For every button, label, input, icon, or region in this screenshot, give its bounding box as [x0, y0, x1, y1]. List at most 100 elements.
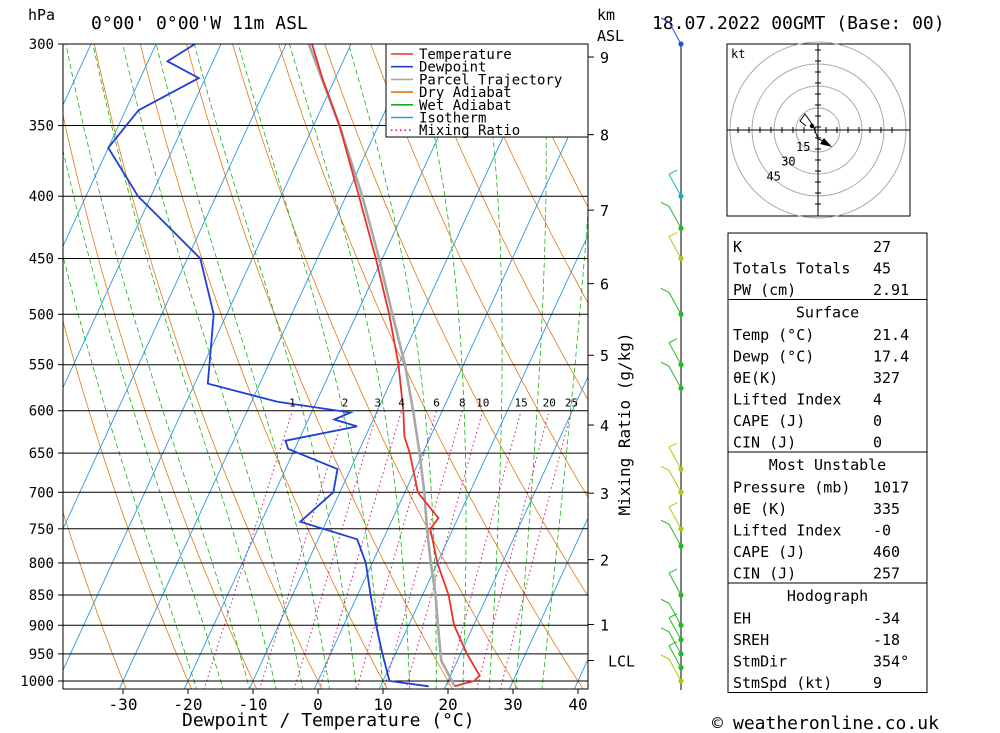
wind-barb	[668, 338, 682, 365]
height-label: 2	[600, 552, 609, 570]
wind-level-dot	[678, 526, 684, 532]
wind-level-dot	[678, 622, 684, 628]
indices-value: 27	[873, 238, 891, 256]
mixing-ratio-label: 3	[374, 397, 381, 410]
legend-label: Dry Adiabat	[419, 85, 512, 101]
temperature-tick-label: -20	[174, 695, 203, 714]
height-label: 1	[600, 617, 609, 635]
isotherm	[63, 44, 222, 389]
wet-adiabat	[237, 44, 384, 689]
pressure-axis: 300 350 400 450 500 550 600 650 700 750 800 850 900 9…	[20, 37, 63, 690]
indices-value: 45	[873, 260, 891, 278]
temperature-axis: -30 -20 -10 0 10 20 30 40	[109, 689, 588, 714]
height-label: 8	[600, 127, 609, 145]
hodograph-table-title: Hodograph	[787, 587, 868, 605]
surface-title: Surface	[796, 304, 859, 322]
wet-adiabat	[413, 44, 467, 689]
wind-level-dot	[678, 592, 684, 598]
isotherm	[508, 516, 588, 689]
wind-barb	[660, 201, 682, 229]
dry-adiabat	[990, 8, 1000, 707]
hodograph-table-label: EH	[733, 610, 751, 628]
x-axis-title: Dewpoint / Temperature (°C)	[182, 710, 475, 731]
wind-barb	[660, 465, 682, 493]
most-unstable-label: CAPE (J)	[733, 543, 805, 561]
pressure-label: 950	[29, 647, 54, 663]
hpa-unit-label: hPa	[28, 6, 55, 24]
wind-barb	[668, 568, 682, 596]
wind-barb	[668, 613, 682, 640]
legend-label: Temperature	[419, 47, 512, 63]
pressure-label: 600	[29, 404, 54, 420]
isotherm	[63, 44, 287, 530]
mixing-ratio-line	[293, 410, 379, 689]
wind-barb	[660, 627, 682, 655]
mixing-ratio-label: 15	[514, 397, 527, 410]
asl-unit-label: ASL	[597, 27, 624, 45]
mixing-ratio-label: 10	[476, 397, 489, 410]
surface-label: Lifted Index	[733, 391, 841, 409]
hodograph-table-label: SREH	[733, 631, 769, 649]
dry-adiabat	[63, 510, 127, 689]
wet-adiabat-lines	[63, 44, 588, 689]
dewpoint-line	[107, 44, 429, 688]
mixing-ratio-label: 4	[398, 397, 405, 410]
most-unstable-label: Pressure (mb)	[733, 479, 850, 497]
pressure-label: 400	[29, 189, 54, 205]
dry-adiabat	[324, 44, 588, 597]
lcl-label: LCL	[608, 653, 635, 671]
wet-adiabat	[65, 44, 250, 689]
most-unstable-label: Lifted Index	[733, 522, 841, 540]
wet-adiabat	[288, 44, 411, 689]
hodograph-ring-label: 30	[781, 155, 795, 169]
isotherm	[63, 44, 157, 248]
hodograph-table-value: -34	[873, 610, 900, 628]
pressure-label: 500	[29, 307, 54, 323]
legend-label: Dewpoint	[419, 60, 486, 76]
mixing-ratio-label: 25	[565, 397, 578, 410]
wind-barb	[660, 361, 682, 389]
legend-label: Isotherm	[419, 111, 486, 127]
surface-value: 17.4	[873, 348, 909, 366]
pressure-label: 800	[29, 556, 54, 572]
mixing-ratio-label: 20	[543, 397, 556, 410]
indices-tables: K 27 Totals Totals 45 PW (cm) 2.91 Surface Temp…	[727, 232, 928, 693]
mixing-ratio-line	[499, 410, 572, 689]
wind-level-dot	[678, 651, 684, 657]
wet-adiabat	[155, 44, 330, 689]
hodograph-table-label: StmSpd (kt)	[733, 674, 832, 692]
dry-adiabat	[185, 44, 454, 689]
pressure-label: 900	[29, 618, 54, 634]
most-unstable-value: 460	[873, 543, 900, 561]
wind-barb	[660, 287, 682, 315]
pressure-label: 550	[29, 358, 54, 374]
surface-value: 4	[873, 391, 882, 409]
surface-label: CIN (J)	[733, 434, 796, 452]
temperature-tick-label: 40	[568, 695, 587, 714]
copyright-symbol: ©	[712, 713, 723, 733]
surface-value: 327	[873, 369, 900, 387]
wind-barb	[660, 17, 682, 45]
site-credit: weatheronline.co.uk	[733, 713, 939, 733]
pressure-label: 350	[29, 119, 54, 135]
most-unstable-value: 1017	[873, 479, 909, 497]
parcel-trajectory-line	[307, 44, 456, 687]
hodograph-mean-wind-dot	[809, 123, 815, 129]
mixing-ratio-label: 2	[342, 397, 349, 410]
wind-level-dot	[678, 665, 684, 671]
wet-adiabat	[541, 207, 588, 689]
temperature-tick-label: -10	[239, 695, 268, 714]
pressure-label: 750	[29, 522, 54, 538]
most-unstable-label: CIN (J)	[733, 565, 796, 583]
most-unstable-label: θE (K)	[733, 500, 787, 518]
wind-barb	[668, 502, 682, 530]
pressure-label: 650	[29, 446, 54, 462]
temperature-tick-label: 30	[503, 695, 522, 714]
dry-adiabat	[63, 113, 258, 689]
hodograph-table-box	[727, 582, 928, 693]
pressure-label: 850	[29, 588, 54, 604]
most-unstable-title: Most Unstable	[769, 456, 886, 474]
